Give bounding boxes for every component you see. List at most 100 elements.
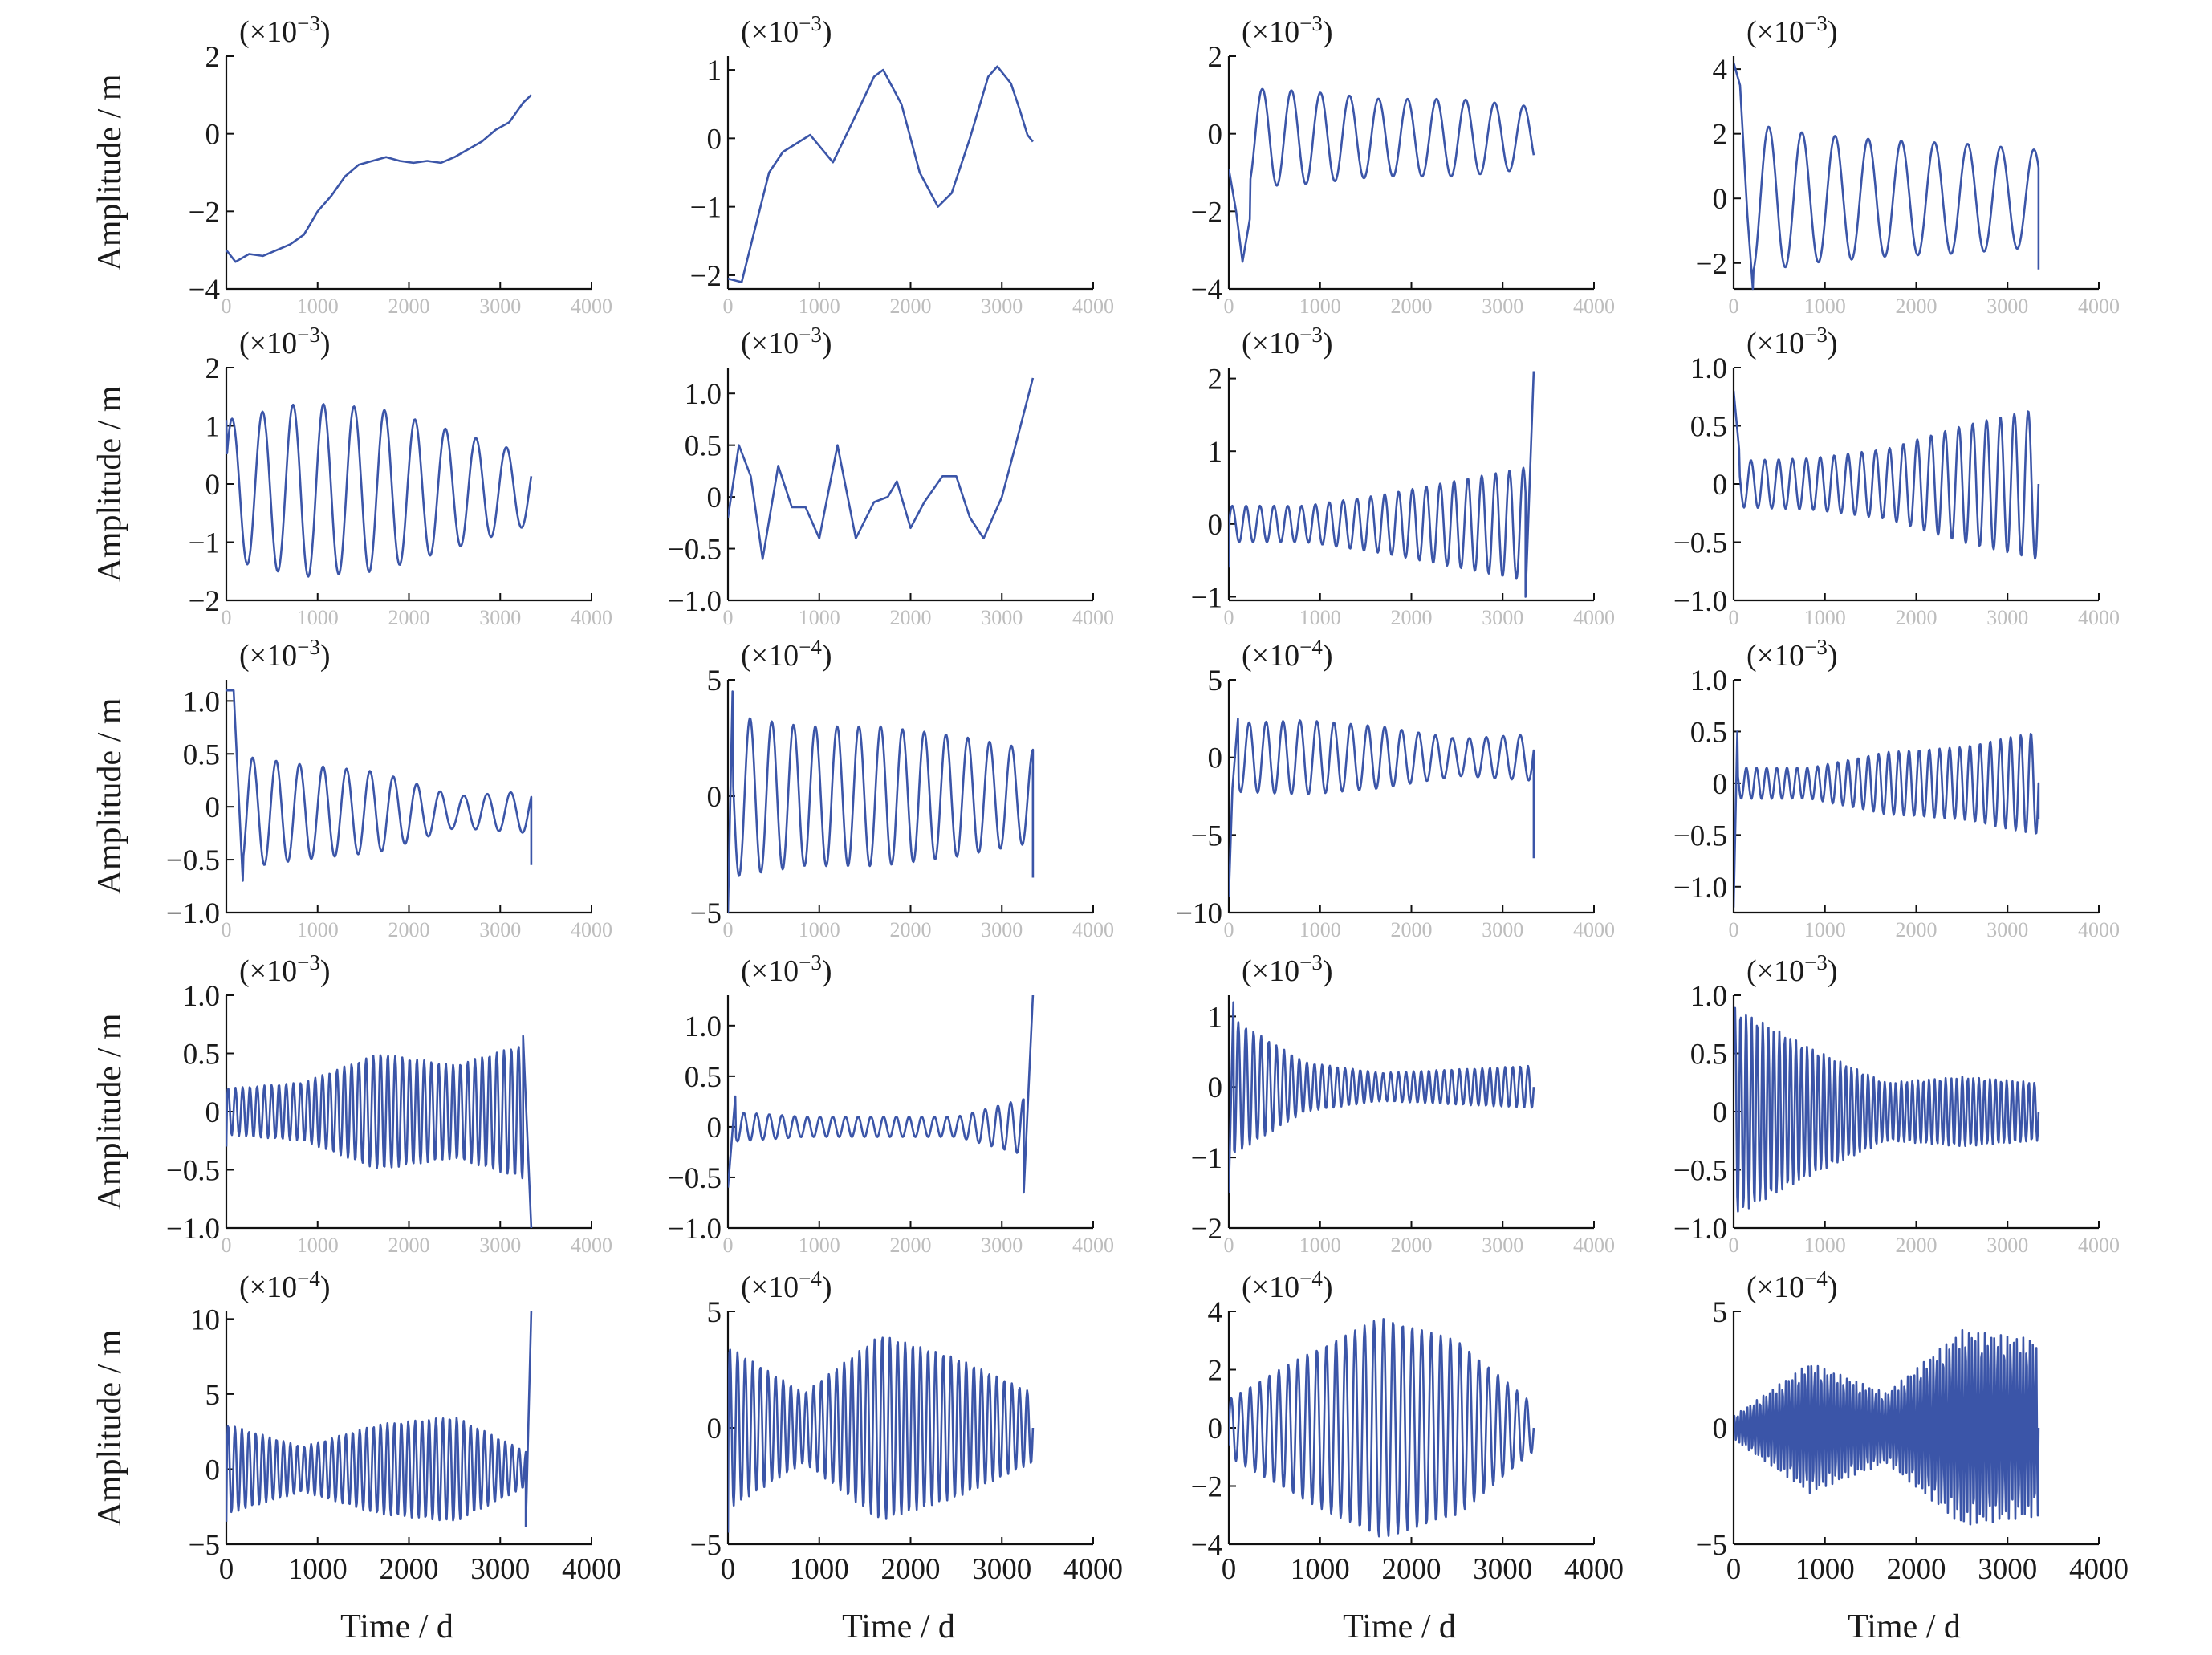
y-tick-label: 0 <box>205 1096 221 1129</box>
imf-series-line <box>1734 730 2040 908</box>
scale-factor-label: (×10−3) <box>1746 950 1837 988</box>
y-tick-label: −5 <box>690 897 722 930</box>
y-tick-label: 2 <box>1713 119 1728 152</box>
x-tick-label: 0 <box>723 1234 734 1257</box>
x-tick-label: 0 <box>1222 1553 1237 1586</box>
subplot-r4c2: 1.00.50−0.5−1.0 0 1000 2000 3000 4000(×10−3) <box>668 950 1114 1257</box>
x-tick-label: 3000 <box>981 606 1023 629</box>
x-tick-label: 2000 <box>1391 918 1433 941</box>
y-tick-label: 0 <box>205 469 221 502</box>
y-tick-label: 1.0 <box>183 980 220 1013</box>
x-tick-label: 3000 <box>981 1234 1023 1257</box>
x-tick-label: 2000 <box>380 1553 439 1586</box>
y-tick-label: −1.0 <box>1673 585 1727 618</box>
x-tick-label: 1000 <box>297 1234 339 1257</box>
x-tick-label: 0 <box>219 1553 234 1586</box>
x-tick-label: 1000 <box>1299 606 1341 629</box>
y-tick-label: 0 <box>1208 742 1223 775</box>
scale-factor-label: (×10−4) <box>741 635 832 673</box>
x-tick-label: 3000 <box>1986 1234 2028 1257</box>
x-tick-label: 3000 <box>972 1553 1031 1586</box>
x-axis-label: Time / d <box>842 1608 955 1645</box>
y-tick-label: −1.0 <box>1673 872 1727 905</box>
x-tick-label: 4000 <box>571 918 612 941</box>
x-tick-label: 4000 <box>1072 606 1114 629</box>
imf-series-line <box>728 690 1035 913</box>
x-tick-label: 3000 <box>479 1234 521 1257</box>
x-tick-label: 2000 <box>388 606 430 629</box>
x-tick-label: 3000 <box>479 295 521 318</box>
x-tick-label: 2000 <box>890 295 932 318</box>
y-tick-label: −10 <box>1176 897 1222 930</box>
scale-factor-label: (×10−4) <box>1746 1267 1837 1304</box>
y-tick-label: 0 <box>205 791 221 824</box>
x-tick-label: 0 <box>723 606 734 629</box>
y-axis-label: Amplitude / m <box>91 1329 128 1526</box>
y-tick-label: 2 <box>1208 41 1223 74</box>
scale-factor-label: (×10−4) <box>1242 635 1332 673</box>
x-tick-label: 2000 <box>1896 606 1938 629</box>
subplot-r1c1: 20−2−4 0 1000 2000 3000 4000(×10−3)Amplitude … <box>91 11 612 318</box>
imf-series-line <box>1229 718 1535 897</box>
scale-factor-label: (×10−3) <box>239 323 330 360</box>
x-tick-label: 4000 <box>562 1553 621 1586</box>
imf-series-line <box>1734 62 2040 291</box>
y-tick-label: 5 <box>707 665 722 697</box>
y-tick-label: 0.5 <box>685 430 722 463</box>
y-tick-label: 1 <box>205 411 221 444</box>
x-tick-label: 0 <box>222 918 232 941</box>
y-tick-label: −2 <box>1191 196 1222 229</box>
subplot-r3c2: 50−5 0 1000 2000 3000 4000(×10−4) <box>690 635 1114 941</box>
x-tick-label: 2000 <box>1391 606 1433 629</box>
y-tick-label: −0.5 <box>668 534 722 567</box>
x-tick-label: 1000 <box>1804 295 1846 318</box>
x-tick-label: 2000 <box>1391 1234 1433 1257</box>
y-tick-label: −1 <box>690 192 722 225</box>
y-tick-label: −5 <box>1191 819 1222 852</box>
scale-factor-label: (×10−3) <box>239 950 330 988</box>
subplot-r3c4: 1.00.50−0.5−1.00 1000 2000 3000 4000(×10−3) <box>1673 635 2120 941</box>
y-tick-label: −2 <box>1696 248 1727 281</box>
y-tick-label: −5 <box>1696 1529 1727 1562</box>
imf-series-line <box>728 1336 1035 1533</box>
scale-factor-label: (×10−3) <box>1242 323 1332 360</box>
x-tick-label: 3000 <box>1482 606 1523 629</box>
x-tick-label: 1000 <box>799 1234 840 1257</box>
y-tick-label: 0 <box>1713 768 1728 801</box>
imf-series-line <box>728 377 1035 560</box>
x-tick-label: 1000 <box>1299 918 1341 941</box>
y-tick-label: −2 <box>189 196 220 229</box>
x-tick-label: 4000 <box>1072 295 1114 318</box>
subplot-r4c4: 1.00.50−0.5−1.0 0 1000 2000 3000 4000(×10−3) <box>1673 950 2120 1257</box>
x-tick-label: 2000 <box>881 1553 941 1586</box>
x-tick-label: 1000 <box>790 1553 849 1586</box>
subplot-r2c1: 210−1−2 0 1000 2000 3000 4000(×10−3)Amplitude… <box>91 323 612 629</box>
imf-series-line <box>1734 1328 2040 1526</box>
x-tick-label: 2000 <box>388 295 430 318</box>
imf-series-line <box>728 65 1034 283</box>
y-tick-label: −2 <box>1191 1213 1222 1246</box>
y-tick-label: 1.0 <box>685 1010 722 1043</box>
x-tick-label: 3000 <box>1482 918 1523 941</box>
y-tick-label: 0 <box>1208 509 1223 542</box>
x-tick-label: 4000 <box>571 606 612 629</box>
y-tick-label: −0.5 <box>166 1155 220 1188</box>
x-tick-label: 3000 <box>1986 918 2028 941</box>
y-tick-label: 0.5 <box>1690 1039 1727 1071</box>
scale-factor-label: (×10−3) <box>1242 11 1332 49</box>
scale-factor-label: (×10−4) <box>741 1267 832 1304</box>
y-tick-label: 0 <box>707 482 722 514</box>
x-tick-label: 0 <box>222 1234 232 1257</box>
scale-factor-label: (×10−3) <box>1746 11 1837 49</box>
x-tick-label: 3000 <box>479 918 521 941</box>
x-tick-label: 4000 <box>1072 918 1114 941</box>
x-tick-label: 3000 <box>470 1553 530 1586</box>
x-tick-label: 2000 <box>1896 295 1938 318</box>
y-tick-label: 0.5 <box>183 738 220 771</box>
y-tick-label: 0 <box>707 123 722 156</box>
x-tick-label: 0 <box>1224 918 1234 941</box>
y-tick-label: 2 <box>1208 364 1223 396</box>
scale-factor-label: (×10−3) <box>741 11 832 49</box>
y-tick-label: −0.5 <box>1673 527 1727 560</box>
